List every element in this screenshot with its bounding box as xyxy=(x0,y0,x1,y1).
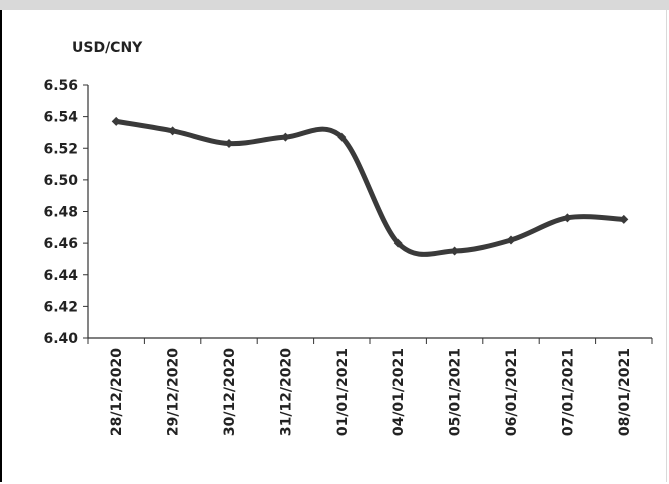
x-tick-label: 07/01/2021 xyxy=(560,348,576,436)
x-tick-label: 06/01/2021 xyxy=(504,348,520,436)
data-point xyxy=(280,132,290,142)
y-tick-label: 6.54 xyxy=(43,110,78,126)
y-tick-labels: 6.56 6.54 6.52 6.50 6.48 6.46 6.44 6.42 6.40 xyxy=(43,78,78,347)
x-tick-label: 01/01/2021 xyxy=(335,348,351,436)
y-tick-label: 6.52 xyxy=(43,141,78,157)
data-point xyxy=(224,139,234,149)
data-point xyxy=(562,213,572,223)
x-tick-label: 04/01/2021 xyxy=(391,348,407,436)
data-point xyxy=(168,126,178,136)
x-tick-label: 30/12/2020 xyxy=(222,348,238,436)
data-point xyxy=(506,235,516,245)
data-point xyxy=(337,132,347,142)
x-tick-labels: 28/12/2020 29/12/2020 30/12/2020 31/12/2020… xyxy=(109,348,633,436)
x-tick-label: 08/01/2021 xyxy=(617,348,633,436)
y-tick-label: 6.42 xyxy=(43,299,78,315)
x-tick-label: 05/01/2021 xyxy=(448,348,464,436)
y-tick-label: 6.50 xyxy=(43,173,78,189)
x-tick-label: 28/12/2020 xyxy=(109,348,125,436)
data-point xyxy=(450,246,460,256)
y-tick-label: 6.46 xyxy=(43,236,78,252)
data-point xyxy=(619,214,629,224)
y-tick-label: 6.56 xyxy=(43,78,78,94)
data-points xyxy=(111,116,629,256)
y-tick-label: 6.44 xyxy=(43,268,78,284)
x-tick-label: 29/12/2020 xyxy=(166,348,182,436)
x-tick-label: 31/12/2020 xyxy=(278,348,294,436)
data-point xyxy=(393,238,403,248)
y-axis-label: USD/CNY xyxy=(72,40,143,56)
data-point xyxy=(111,116,121,126)
y-tick-label: 6.48 xyxy=(43,205,78,221)
y-tick-label: 6.40 xyxy=(43,331,78,347)
top-band xyxy=(0,0,669,10)
axes xyxy=(83,84,653,344)
series-line xyxy=(113,118,627,257)
